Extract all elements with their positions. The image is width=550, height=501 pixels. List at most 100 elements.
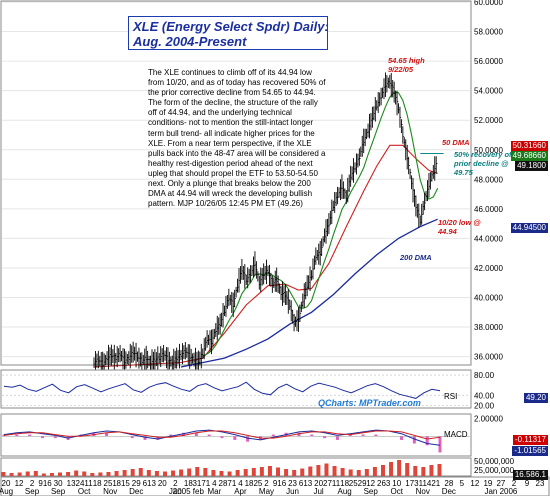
volume-bar — [300, 468, 305, 476]
x-tick-day: 4 — [238, 479, 243, 488]
macd-badge-1: -0.11317 — [513, 435, 548, 445]
x-tick-day: 2 — [512, 479, 517, 488]
price-tick-label: 54.0000 — [474, 87, 503, 96]
chart-title-box: XLE (Energy Select Spdr) Daily: Aug. 200… — [128, 16, 329, 50]
volume-bar — [284, 469, 289, 476]
price-badge-ma200: 44.94500 — [510, 223, 548, 233]
x-tick-month: Dec — [442, 487, 456, 496]
volume-bar — [106, 472, 111, 476]
volume-bar — [364, 469, 369, 476]
volume-bar — [58, 472, 63, 476]
price-tick-label: 58.0000 — [474, 28, 503, 37]
x-tick-month: Apr — [234, 487, 247, 496]
x-tick-day: 1825 — [245, 479, 263, 488]
x-tick-day: 28 — [444, 479, 453, 488]
volume-bar — [211, 470, 216, 476]
x-tick-month: Oct — [391, 487, 404, 496]
dma200-annotation: 200 DMA — [400, 253, 432, 262]
volume-bar — [437, 464, 442, 476]
volume-bar — [162, 471, 167, 476]
volume-bar — [292, 470, 297, 476]
x-tick-month: Sep — [364, 487, 379, 496]
macd-signal-line — [3, 430, 441, 440]
x-tick-day: 13 — [67, 479, 76, 488]
x-tick-day: 916 — [38, 479, 52, 488]
x-tick-day: 20 — [158, 479, 167, 488]
ma50-series — [93, 91, 439, 368]
volume-bar — [25, 471, 30, 476]
x-tick-month: Sep — [25, 487, 40, 496]
commentary-text: The XLE continues to climb off of its 44… — [148, 68, 326, 209]
volume-bar — [389, 462, 394, 476]
volume-bar — [267, 466, 272, 476]
x-tick-day: 10 — [392, 479, 401, 488]
volume-bar — [380, 465, 385, 476]
x-tick-day: 3114 — [414, 479, 432, 488]
volume-bar — [9, 473, 14, 476]
volume-bar — [146, 470, 151, 476]
volume-bar — [66, 472, 71, 476]
volume-bar — [405, 463, 410, 476]
volume-bar — [154, 471, 159, 476]
x-tick-day: 27 — [496, 479, 505, 488]
x-tick-month: Sep — [51, 487, 66, 496]
x-tick-day: 18 — [93, 479, 102, 488]
volume-bar — [130, 469, 135, 476]
x-tick-month: Dec — [129, 487, 143, 496]
price-tick-label: 48.0000 — [474, 175, 503, 184]
volume-bar — [397, 460, 402, 476]
dma50-annotation: 50 DMA — [442, 138, 470, 147]
x-tick-day: 5 — [460, 479, 465, 488]
price-series — [93, 72, 444, 377]
x-tick-month: Nov — [103, 487, 117, 496]
x-tick-day: 17 — [405, 479, 414, 488]
ma200-line — [180, 218, 438, 368]
volume-bar — [316, 465, 321, 476]
volume-bar — [41, 473, 46, 476]
x-tick-day: 20 — [2, 479, 11, 488]
macd-tick-label: 2.00000 — [474, 414, 503, 423]
ma-green-line — [202, 91, 439, 357]
volume-bar — [49, 473, 54, 476]
price-badge-last: 49.1800 — [515, 161, 548, 171]
macd-panel: 2.00000 — [0, 413, 503, 457]
price-tick-label: 38.0000 — [474, 323, 503, 332]
x-tick-day: 19 — [483, 479, 492, 488]
x-tick-day: 613 — [143, 479, 157, 488]
volume-bar — [251, 468, 256, 476]
x-tick-month: Jul — [313, 487, 323, 496]
x-tick-day: 2 — [264, 479, 269, 488]
x-tick-day: 18 — [340, 479, 349, 488]
volume-bar — [203, 468, 208, 476]
x-tick-day: 23 — [288, 479, 297, 488]
x-tick-month: Aug — [338, 487, 352, 496]
volume-bar — [98, 472, 103, 476]
volume-bar — [429, 465, 434, 476]
x-tick-month: Nov — [416, 487, 430, 496]
x-tick-day: 20 — [314, 479, 323, 488]
x-tick-day: 12 — [366, 479, 375, 488]
volume-bar — [332, 466, 337, 476]
volume-bar — [187, 468, 192, 476]
x-tick-day: 30 — [54, 479, 63, 488]
price-grid — [2, 1, 470, 358]
volume-bar — [340, 468, 345, 476]
volume-bar — [235, 470, 240, 476]
x-tick-day: 251 — [104, 479, 118, 488]
x-tick-day: 2 — [173, 479, 178, 488]
volume-bar — [114, 471, 119, 476]
volume-bar — [356, 470, 361, 476]
rsi-tick-label: 20.00 — [474, 401, 495, 410]
volume-bar — [219, 471, 224, 476]
volume-bar — [421, 467, 426, 476]
x-tick-month: Aug — [0, 487, 13, 496]
rsi-label: RSI — [444, 392, 458, 401]
x-tick-day: 263 — [377, 479, 391, 488]
x-tick-day: 2711 — [323, 479, 341, 488]
x-tick-day: 12 — [15, 479, 24, 488]
volume-bar — [33, 471, 38, 476]
volume-bar — [372, 467, 377, 476]
ma200-series — [180, 218, 438, 368]
